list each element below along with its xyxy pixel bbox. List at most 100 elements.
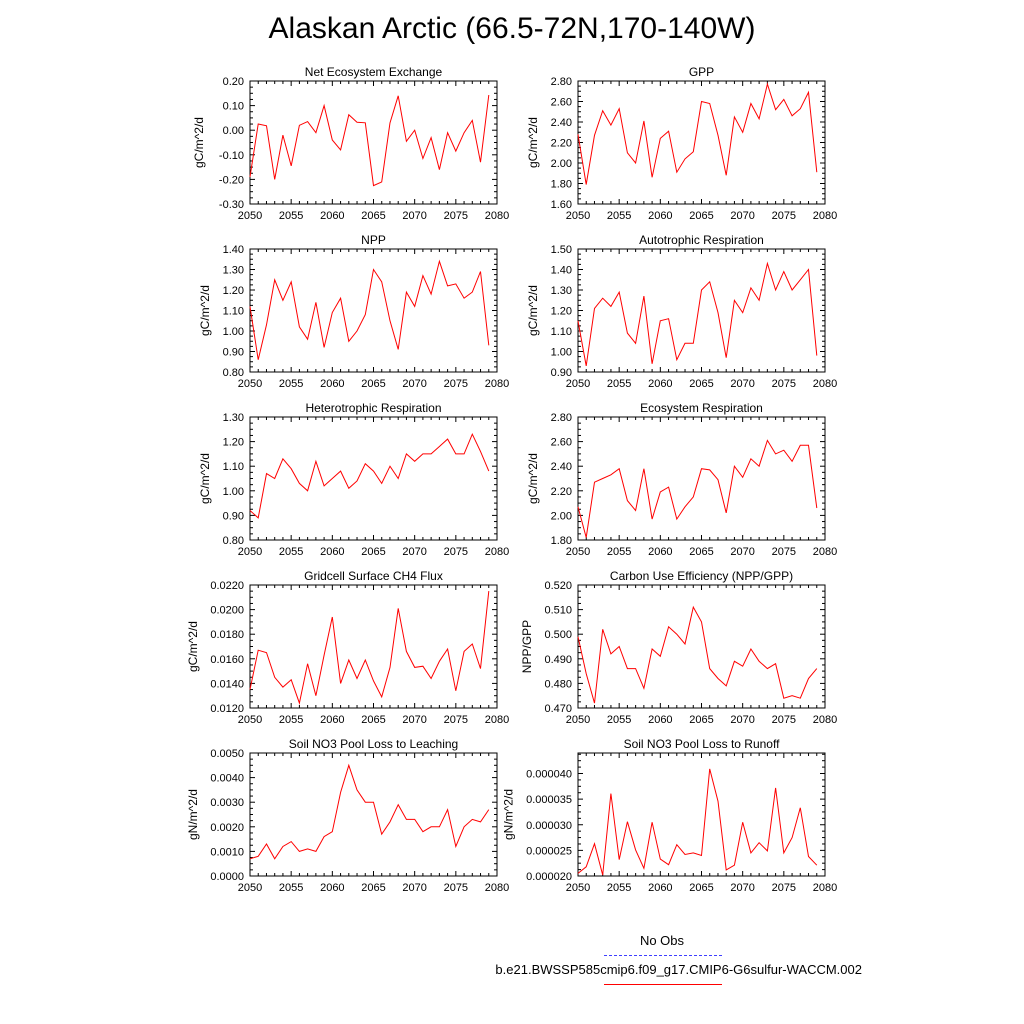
x-tick-label: 2055	[607, 378, 631, 390]
y-tick-label: 1.00	[223, 326, 244, 338]
x-tick-label: 2060	[648, 210, 672, 222]
y-tick-label: 0.490	[544, 654, 572, 666]
x-tick-label: 2080	[813, 378, 837, 390]
chart-panel-9: Soil NO3 Pool Loss to Leaching 2050 2055 20…	[186, 737, 509, 894]
y-tick-label: 0.20	[223, 76, 244, 88]
x-tick-label: 2050	[238, 714, 262, 726]
chart-title: Net Ecosystem Exchange	[305, 65, 443, 79]
legend-case-label: b.e21.BWSSP585cmip6.f09_g17.CMIP6-G6sulf…	[495, 962, 862, 977]
x-tick-label: 2065	[689, 714, 713, 726]
y-tick-label: 0.80	[223, 367, 244, 379]
x-tick-label: 2080	[485, 714, 509, 726]
x-tick-label: 2065	[689, 378, 713, 390]
y-tick-label: 2.20	[551, 138, 572, 150]
y-tick-label: 1.00	[223, 486, 244, 498]
y-tick-label: 1.30	[551, 285, 572, 297]
x-tick-label: 2075	[772, 546, 796, 558]
y-tick-label: 0.0050	[210, 748, 244, 760]
y-tick-label: 1.30	[223, 265, 244, 277]
y-tick-label: 0.90	[223, 510, 244, 522]
x-tick-label: 2070	[402, 882, 426, 894]
x-tick-label: 2075	[772, 210, 796, 222]
y-tick-label: 0.480	[544, 678, 572, 690]
x-tick-label: 2055	[607, 882, 631, 894]
y-tick-label: 0.0120	[210, 703, 244, 715]
x-tick-label: 2070	[402, 546, 426, 558]
x-tick-label: 2055	[279, 882, 303, 894]
chart-panel-6: Ecosystem Respiration 2050 2055 2060 2065 207…	[526, 401, 837, 558]
x-tick-label: 2060	[648, 714, 672, 726]
y-tick-label: 1.10	[223, 461, 244, 473]
x-tick-label: 2070	[402, 210, 426, 222]
x-tick-label: 2080	[813, 546, 837, 558]
plot-frame	[249, 584, 498, 709]
x-tick-label: 2080	[485, 546, 509, 558]
y-axis-label: gC/m^2/d	[526, 453, 540, 504]
x-tick-label: 2060	[648, 546, 672, 558]
y-tick-label: 0.000035	[526, 794, 572, 806]
x-tick-label: 2050	[566, 378, 590, 390]
x-tick-label: 2080	[813, 210, 837, 222]
y-tick-label: 1.20	[223, 437, 244, 449]
plot-frame	[249, 248, 498, 373]
y-tick-label: 0.520	[544, 580, 572, 592]
y-tick-label: 1.30	[223, 412, 244, 424]
chart-panel-2: GPP 2050 2055 2060 2065 2070 2075 2080 1.60 1.80 2…	[526, 65, 837, 222]
x-tick-label: 2070	[402, 714, 426, 726]
y-tick-label: 0.000020	[526, 871, 572, 883]
x-tick-label: 2060	[320, 210, 344, 222]
chart-title: GPP	[689, 65, 714, 79]
y-tick-label: 0.0200	[210, 605, 244, 617]
y-tick-label: 0.90	[223, 347, 244, 359]
y-tick-label: 1.10	[223, 306, 244, 318]
x-tick-label: 2075	[444, 714, 468, 726]
x-tick-label: 2055	[607, 546, 631, 558]
y-axis-label: gN/m^2/d	[186, 789, 200, 840]
y-tick-label: 2.80	[551, 412, 572, 424]
y-tick-label: 0.510	[544, 605, 572, 617]
y-tick-label: 1.80	[551, 179, 572, 191]
series-line-1	[249, 591, 490, 705]
x-tick-label: 2075	[444, 882, 468, 894]
y-tick-label: 2.00	[551, 158, 572, 170]
x-tick-label: 2055	[607, 210, 631, 222]
y-tick-label: 2.80	[551, 76, 572, 88]
y-tick-label: 2.20	[551, 486, 572, 498]
x-tick-label: 2065	[361, 714, 385, 726]
x-tick-label: 2080	[813, 882, 837, 894]
y-tick-label: 0.90	[551, 367, 572, 379]
chart-title: Heterotrophic Respiration	[305, 401, 441, 415]
y-axis-label: gN/m^2/d	[501, 789, 515, 840]
series-line-1	[577, 82, 818, 185]
x-tick-label: 2075	[772, 714, 796, 726]
y-tick-label: 1.60	[551, 199, 572, 211]
x-tick-label: 2080	[813, 714, 837, 726]
plot-frame	[249, 752, 498, 877]
chart-panel-3: NPP 2050 2055 2060 2065 2070 2075 2080 0.80 0.90 1…	[198, 233, 509, 390]
x-tick-label: 2055	[279, 714, 303, 726]
series-line-1	[249, 259, 490, 360]
series-line-1	[249, 94, 490, 187]
y-tick-label: 0.0040	[210, 773, 244, 785]
chart-title: Autotrophic Respiration	[639, 233, 764, 247]
x-tick-label: 2060	[320, 714, 344, 726]
chart-panel-7: Gridcell Surface CH4 Flux 2050 2055 2060 206…	[186, 569, 509, 726]
series-line-1	[577, 605, 818, 704]
x-tick-label: 2065	[689, 882, 713, 894]
x-tick-label: 2060	[320, 546, 344, 558]
y-axis-label: gC/m^2/d	[526, 285, 540, 336]
x-tick-label: 2070	[730, 378, 754, 390]
plot-frame	[577, 752, 826, 877]
y-tick-label: 0.0010	[210, 846, 244, 858]
chart-panel-5: Heterotrophic Respiration 2050 2055 2060 206…	[198, 401, 509, 558]
x-tick-label: 2060	[320, 882, 344, 894]
y-tick-label: 0.0020	[210, 822, 244, 834]
x-tick-label: 2055	[607, 714, 631, 726]
y-axis-label: gC/m^2/d	[192, 117, 206, 168]
y-tick-label: 1.20	[223, 285, 244, 297]
y-tick-label: 0.00	[223, 125, 244, 137]
y-tick-label: 1.50	[551, 244, 572, 256]
x-tick-label: 2075	[772, 378, 796, 390]
y-axis-label: gC/m^2/d	[198, 285, 212, 336]
x-tick-label: 2070	[730, 210, 754, 222]
